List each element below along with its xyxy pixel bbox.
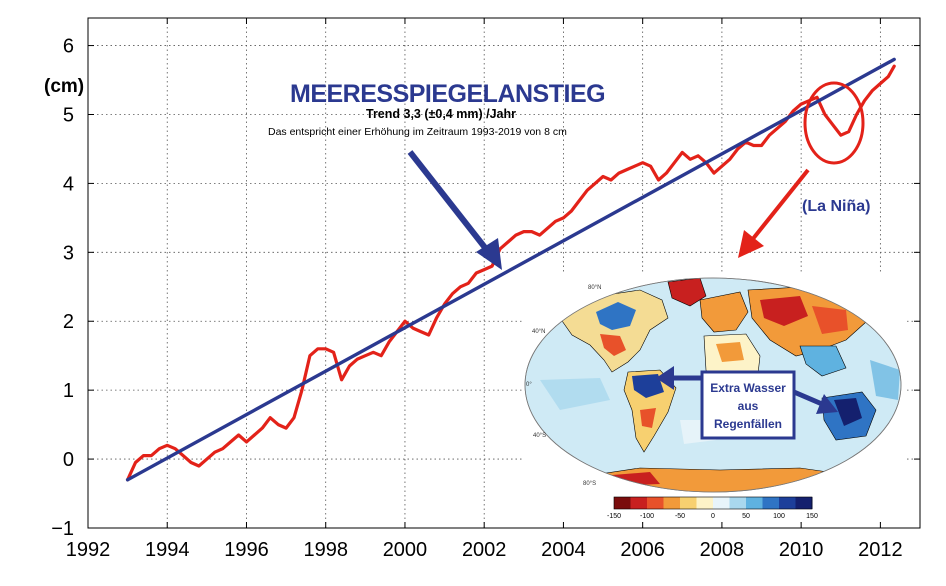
inset-map: 40°S 0° 40°N 80°N 80°S Extra Wasser aus … <box>524 272 906 522</box>
la-nina-arrow <box>738 168 810 258</box>
lat-label: 40°S <box>533 433 546 439</box>
colorbar-tick-label: 0 <box>711 513 715 520</box>
colorbar-tick-label: 100 <box>773 513 785 520</box>
box-arrow-left <box>656 366 702 390</box>
chart-subtitle: Trend 3,3 (±0,4 mm) /Jahr <box>366 107 516 121</box>
x-tick-label: 2000 <box>383 539 428 561</box>
colorbar-swatch <box>729 497 747 509</box>
y-axis-label: (cm) <box>44 76 84 97</box>
trend-series-line <box>125 57 896 482</box>
y-tick-label: 2 <box>63 311 74 333</box>
box-line-3: Regenfällen <box>714 417 782 431</box>
y-tick-label: 5 <box>63 104 74 126</box>
lat-label: 0° <box>526 382 532 388</box>
colorbar-tick-label: 50 <box>742 513 750 520</box>
colorbar-swatch <box>795 497 813 509</box>
y-tick-label: 0 <box>63 449 74 471</box>
lat-label: 80°S <box>583 481 596 487</box>
colorbar-tick-label: -50 <box>675 513 685 520</box>
x-axis-ticks: 1992 1994 1996 1998 2000 2002 2004 2006 2008 2010… <box>66 18 903 561</box>
x-tick-label: 1996 <box>224 539 269 561</box>
rain-water-box <box>700 370 796 440</box>
colorbar-swatch <box>762 497 780 509</box>
y-tick-label: −1 <box>51 518 74 540</box>
colorbar-swatch <box>779 497 796 509</box>
colorbar-swatch <box>630 497 648 509</box>
x-tick-label: 2010 <box>779 539 824 561</box>
x-tick-label: 2004 <box>541 539 586 561</box>
box-line-1: Extra Wasser <box>710 381 786 395</box>
plot-frame <box>87 17 921 529</box>
colorbar-swatch <box>614 497 631 509</box>
colorbar-swatch <box>680 497 697 509</box>
colorbar-swatch <box>713 497 730 509</box>
chart-note: Das entspricht einer Erhöhung im Zeitrau… <box>268 126 567 138</box>
chart-title: MEERESSPIEGELANSTIEG <box>290 80 605 108</box>
x-tick-label: 2008 <box>700 539 745 561</box>
box-arrow-right <box>793 389 838 414</box>
x-tick-label: 2002 <box>462 539 507 561</box>
colorbar-swatch <box>663 497 681 509</box>
colorbar: -150 -100 -50 0 50 100 150 <box>607 496 818 520</box>
colorbar-frame <box>613 496 813 510</box>
box-line-2: aus <box>738 399 759 413</box>
x-tick-label: 2006 <box>620 539 665 561</box>
y-axis-ticks: −1 0 1 2 3 4 5 6 <box>51 36 920 540</box>
lat-label: 40°N <box>532 329 545 335</box>
x-tick-label: 2012 <box>858 539 903 561</box>
series-layer <box>125 57 896 482</box>
y-tick-label: 3 <box>63 242 74 264</box>
la-nina-circle <box>803 81 865 165</box>
x-tick-label: 1998 <box>303 539 348 561</box>
colorbar-swatch <box>696 497 714 509</box>
y-tick-label: 1 <box>63 380 74 402</box>
colorbar-swatch <box>746 497 763 509</box>
trend-arrow <box>407 150 502 270</box>
y-tick-label: 4 <box>63 173 74 195</box>
colorbar-tick-label: -100 <box>640 513 654 520</box>
y-tick-label: 6 <box>63 36 74 58</box>
sea-level-series-line <box>125 64 896 482</box>
colorbar-tick-label: 150 <box>806 513 818 520</box>
colorbar-tick-label: -150 <box>607 513 621 520</box>
x-tick-label: 1992 <box>66 539 111 561</box>
la-nina-label: (La Niña) <box>802 198 870 215</box>
lat-label: 80°N <box>588 285 601 291</box>
x-tick-label: 1994 <box>145 539 190 561</box>
colorbar-swatch <box>647 497 664 509</box>
